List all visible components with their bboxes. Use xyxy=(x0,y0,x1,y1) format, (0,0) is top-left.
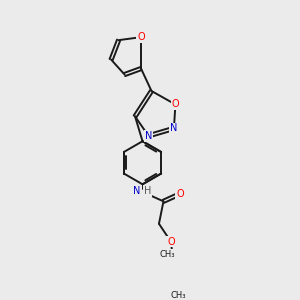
Text: O: O xyxy=(137,32,145,42)
Text: O: O xyxy=(167,237,175,247)
Text: O: O xyxy=(176,189,184,199)
Text: CH₃: CH₃ xyxy=(159,250,175,259)
Text: N: N xyxy=(134,186,141,196)
Text: H: H xyxy=(144,186,152,196)
Text: CH₃: CH₃ xyxy=(171,291,186,300)
Text: N: N xyxy=(145,131,152,141)
Text: N: N xyxy=(170,123,178,134)
Text: O: O xyxy=(172,99,179,110)
